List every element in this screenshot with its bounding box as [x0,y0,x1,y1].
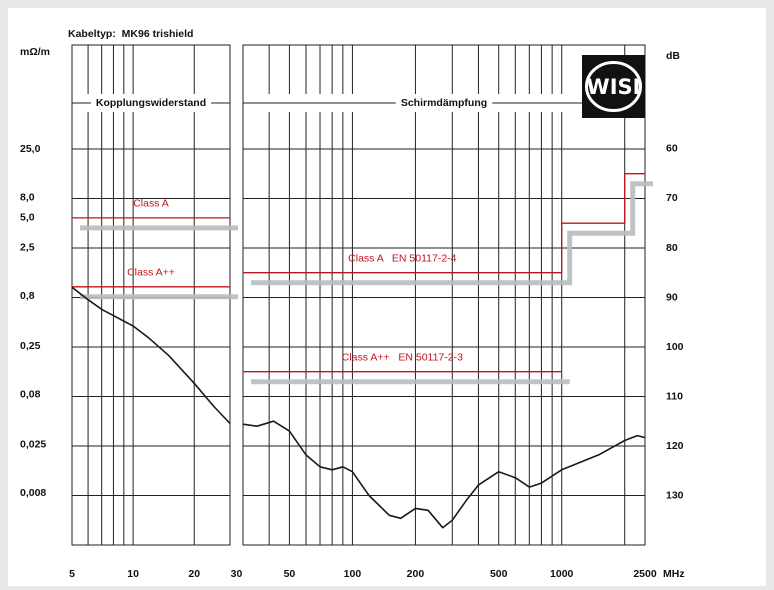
y-tick-label: 0,08 [20,389,41,401]
limit-label: Class A++ [127,267,175,279]
y-tick-label: 0,25 [20,340,41,352]
x-tick-label: 50 [284,568,296,580]
logo-box [582,55,645,118]
curve [242,420,646,529]
y-axis-label: mΩ/m [20,46,50,58]
logo-text: WISI [587,75,641,99]
y2-tick-label: 80 [666,242,678,254]
x-tick-label: 1000 [550,568,574,580]
x-tick-label: 2500 [633,568,657,580]
y2-tick-label: 90 [666,291,678,303]
x-tick-label: 30 [231,568,243,580]
y2-tick-label: 60 [666,143,678,155]
x-tick-label: 200 [407,568,425,580]
limit-label: Class A [133,198,169,210]
y-tick-label: 5,0 [20,212,35,224]
y2-tick-label: 70 [666,192,678,204]
y-tick-label: 0,025 [20,438,46,450]
y2-axis-label: dB [666,50,680,62]
panel-title: Schirmdämpfung [401,97,487,109]
y2-tick-label: 110 [666,390,683,402]
limit-line [243,173,645,274]
panel-title-background [73,94,229,112]
x-tick-label: 500 [490,568,508,580]
y2-tick-label: 120 [666,440,684,452]
panel-title: Kopplungswiderstand [96,97,206,109]
x-tick-label: 10 [127,568,139,580]
y-tick-label: 25,0 [20,143,41,155]
x-axis-unit: MHz [663,568,685,580]
limit-shadow [251,181,653,286]
limit-label: Class A EN 50117-2-4 [348,253,457,265]
y-tick-label: 8,0 [20,192,35,204]
logo-ring [585,61,642,112]
y-tick-label: 2,5 [20,241,35,253]
y-tick-label: 0,8 [20,290,35,302]
x-tick-label: 100 [344,568,362,580]
y2-tick-label: 130 [666,489,684,501]
curve [71,286,231,425]
panel-title-background [244,94,644,112]
y-tick-label: 0,008 [20,487,46,499]
x-tick-label: 20 [188,568,200,580]
logo: WISI [582,55,645,118]
limit-label: Class A++ EN 50117-2-3 [342,352,463,364]
chart-title: Kabeltyp: MK96 trishield [68,28,193,40]
x-tick-label: 5 [69,568,75,580]
y2-tick-label: 100 [666,341,684,353]
